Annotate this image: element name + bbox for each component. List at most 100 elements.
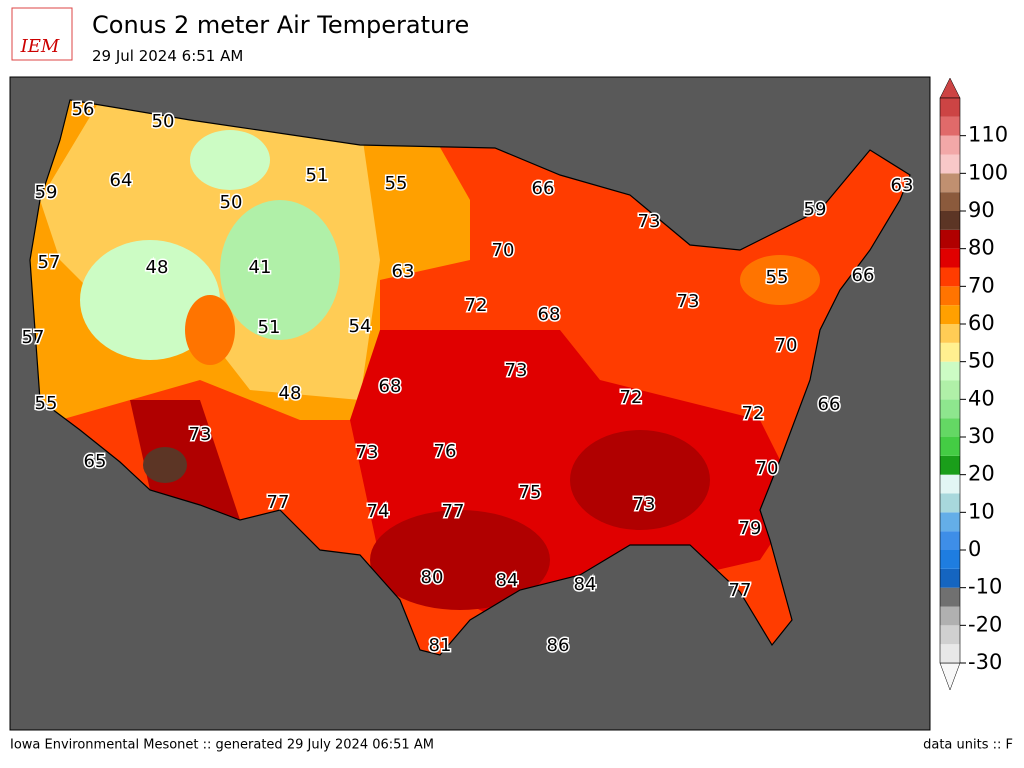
colorbar-bin bbox=[940, 380, 960, 400]
station-value: 51 bbox=[306, 165, 329, 186]
colorbar-bin bbox=[940, 342, 960, 362]
station-value: 72 bbox=[465, 295, 488, 316]
colorbar-bin bbox=[940, 606, 960, 626]
colorbar-bin bbox=[940, 173, 960, 193]
title: Conus 2 meter Air Temperature bbox=[92, 11, 469, 39]
colorbar-tick-label: 10 bbox=[968, 499, 995, 523]
colorbar-tick-label: 40 bbox=[968, 386, 995, 410]
colorbar-bin bbox=[940, 399, 960, 419]
colorbar-bin bbox=[940, 437, 960, 456]
colorbar-tick-label: -30 bbox=[968, 650, 1002, 674]
colorbar-tick-label: 80 bbox=[968, 236, 995, 260]
colorbar-bin bbox=[940, 455, 960, 475]
station-value: 55 bbox=[385, 173, 408, 194]
colorbar-bin bbox=[940, 267, 960, 287]
colorbar-bin bbox=[940, 116, 960, 136]
station-value: 73 bbox=[356, 442, 379, 463]
colorbar-bin bbox=[940, 361, 960, 381]
colorbar-bin bbox=[940, 229, 960, 249]
station-value: 66 bbox=[532, 178, 555, 199]
station-value: 50 bbox=[152, 111, 175, 132]
logo: IEM bbox=[11, 7, 73, 61]
station-value: 68 bbox=[379, 376, 402, 397]
station-value: 73 bbox=[677, 291, 700, 312]
colorbar: -30 -20 -10 0 10 20 30 40 50 60 70 80 90 100 110 bbox=[939, 77, 1008, 691]
station-value: 70 bbox=[492, 240, 515, 261]
colorbar-frame bbox=[939, 97, 961, 664]
colorbar-tick-label: 0 bbox=[968, 537, 981, 561]
station-value: 56 bbox=[72, 99, 95, 120]
station-value: 84 bbox=[496, 570, 519, 591]
station-value: 72 bbox=[620, 387, 643, 408]
colorbar-bin bbox=[940, 154, 960, 174]
station-value: 66 bbox=[852, 265, 875, 286]
colorbar-bin bbox=[940, 493, 960, 513]
colorbar-tick-label: 20 bbox=[968, 462, 995, 486]
colorbar-tick-label: 30 bbox=[968, 424, 995, 448]
station-value: 41 bbox=[249, 257, 272, 278]
colorbar-bin bbox=[940, 531, 960, 550]
station-value: 57 bbox=[38, 252, 61, 273]
station-value: 63 bbox=[891, 175, 914, 196]
station-value: 70 bbox=[756, 458, 779, 479]
station-value: 65 bbox=[84, 451, 107, 472]
station-value: 48 bbox=[146, 257, 169, 278]
colorbar-tick-label: -20 bbox=[968, 612, 1002, 636]
colorbar-bin bbox=[940, 98, 960, 117]
colorbar-bin bbox=[940, 211, 960, 230]
colorbar-bin bbox=[940, 625, 960, 645]
station-value: 74 bbox=[367, 501, 390, 522]
colorbar-bin bbox=[940, 192, 960, 211]
station-value: 84 bbox=[574, 574, 597, 595]
logo-text: IEM bbox=[20, 36, 60, 57]
colorbar-tick-label: 110 bbox=[968, 123, 1008, 147]
colorbar-bin bbox=[940, 418, 960, 437]
colorbar-bin bbox=[940, 587, 960, 607]
station-value: 75 bbox=[519, 482, 542, 503]
colorbar-bin bbox=[940, 324, 960, 343]
station-value: 50 bbox=[220, 192, 243, 213]
station-value: 70 bbox=[775, 335, 798, 356]
station-value: 57 bbox=[22, 327, 45, 348]
colorbar-tick-label: 70 bbox=[968, 273, 995, 297]
station-value: 80 bbox=[421, 567, 444, 588]
us-outline bbox=[29, 99, 911, 656]
colorbar-bin bbox=[940, 512, 960, 532]
station-value: 77 bbox=[267, 492, 290, 513]
station-value: 73 bbox=[638, 211, 661, 232]
station-value: 59 bbox=[35, 182, 58, 203]
station-value: 48 bbox=[279, 383, 302, 404]
station-value: 63 bbox=[392, 261, 415, 282]
colorbar-tick-label: 100 bbox=[968, 160, 1008, 184]
subtitle: 29 Jul 2024 6:51 AM bbox=[92, 47, 243, 65]
station-value: 51 bbox=[258, 317, 281, 338]
station-value: 55 bbox=[35, 393, 58, 414]
colorbar-bin bbox=[940, 305, 960, 324]
colorbar-bin bbox=[940, 286, 960, 306]
footer-left: Iowa Environmental Mesonet :: generated … bbox=[10, 738, 434, 753]
colorbar-tick-label: 60 bbox=[968, 311, 995, 335]
station-value: 55 bbox=[766, 267, 789, 288]
station-value: 76 bbox=[434, 441, 457, 462]
station-value: 86 bbox=[547, 635, 570, 656]
station-value: 77 bbox=[442, 501, 465, 522]
station-value: 73 bbox=[633, 494, 656, 515]
colorbar-tick-label: 50 bbox=[968, 349, 995, 373]
station-value: 72 bbox=[742, 403, 765, 424]
colorbar-bin bbox=[940, 568, 960, 588]
station-value: 73 bbox=[505, 360, 528, 381]
station-value: 73 bbox=[189, 424, 212, 445]
colorbar-tick-label: 90 bbox=[968, 198, 995, 222]
colorbar-bin bbox=[940, 135, 960, 155]
station-value: 66 bbox=[818, 394, 841, 415]
station-value: 59 bbox=[804, 199, 827, 220]
colorbar-bin bbox=[940, 248, 960, 268]
station-value: 79 bbox=[739, 518, 762, 539]
station-value: 64 bbox=[110, 170, 133, 191]
footer-right: data units :: F bbox=[923, 738, 1013, 753]
colorbar-bin bbox=[940, 550, 960, 569]
station-value: 54 bbox=[349, 316, 372, 337]
colorbar-tick-label: -10 bbox=[968, 575, 1002, 599]
